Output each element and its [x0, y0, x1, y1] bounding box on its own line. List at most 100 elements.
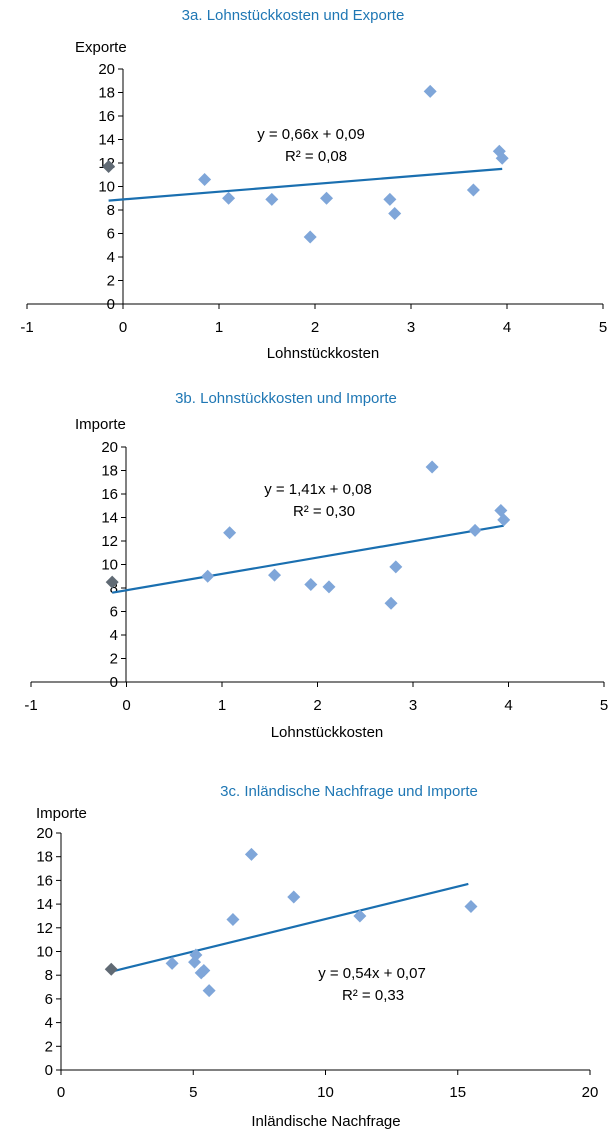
y-tick-label: 18 [101, 463, 118, 480]
trendline [108, 167, 503, 202]
y-tick-label: 2 [107, 273, 115, 290]
y-axis-label: Importe [36, 805, 87, 822]
data-point [353, 909, 367, 923]
data-point [244, 847, 258, 861]
x-axis-label: Lohnstückkosten [271, 724, 384, 741]
trend-equation: y = 0,66x + 0,09 [257, 126, 365, 143]
x-tick-label: 5 [599, 319, 607, 336]
y-tick-label: 6 [107, 226, 115, 243]
data-point [389, 560, 403, 574]
y-tick-label: 10 [101, 557, 118, 574]
data-point [464, 899, 478, 913]
x-tick-label: 1 [218, 697, 226, 714]
y-tick-label: 2 [45, 1038, 53, 1055]
y-tick-label: 6 [110, 604, 118, 621]
r-squared: R² = 0,30 [293, 503, 355, 520]
data-point [287, 890, 301, 904]
highlight-point [102, 160, 116, 174]
trend-equation: y = 0,54x + 0,07 [318, 965, 426, 982]
x-axis-label: Lohnstückkosten [267, 345, 380, 362]
data-point [423, 84, 437, 98]
y-tick-label: 18 [98, 85, 115, 102]
y-tick-label: 20 [36, 825, 53, 842]
data-point [495, 151, 509, 165]
r-squared: R² = 0,33 [342, 987, 404, 1004]
y-tick-label: 4 [110, 627, 118, 644]
data-point [466, 183, 480, 197]
x-axis-label: Inländische Nachfrage [251, 1113, 400, 1129]
chart-title: 3a. Lohnstückkosten und Exporte [182, 7, 405, 24]
data-point [388, 207, 402, 221]
data-point [384, 596, 398, 610]
y-tick-label: 8 [110, 580, 118, 597]
data-point [197, 963, 211, 977]
y-tick-label: 0 [110, 674, 118, 691]
x-tick-label: 1 [215, 319, 223, 336]
data-point [226, 913, 240, 927]
y-tick-label: 14 [101, 510, 118, 527]
data-point [303, 230, 317, 244]
chart-title: 3c. Inländische Nachfrage und Importe [220, 783, 478, 800]
data-point [304, 577, 318, 591]
chart-3: 3c. Inländische Nachfrage und Importe Imp… [36, 783, 598, 1129]
y-tick-label: 16 [101, 486, 118, 503]
y-tick-label: 20 [98, 61, 115, 78]
x-tick-label: -1 [24, 697, 37, 714]
y-tick-label: 16 [36, 872, 53, 889]
r-squared: R² = 0,08 [285, 148, 347, 165]
trendline [110, 882, 469, 973]
data-point [202, 984, 216, 998]
highlight-point [104, 962, 118, 976]
y-tick-label: 4 [107, 249, 115, 266]
y-tick-label: 4 [45, 1015, 53, 1032]
x-tick-label: 0 [57, 1084, 65, 1101]
x-tick-label: 4 [503, 319, 511, 336]
x-tick-label: -1 [20, 319, 33, 336]
x-tick-label: 10 [317, 1084, 334, 1101]
data-point [265, 192, 279, 206]
chart-1: 3a. Lohnstückkosten und Exporte Exporte 0 2… [20, 7, 607, 362]
y-tick-label: 0 [45, 1062, 53, 1079]
x-tick-label: 2 [313, 697, 321, 714]
y-tick-label: 8 [45, 967, 53, 984]
data-point [425, 460, 439, 474]
y-tick-label: 14 [98, 132, 115, 149]
y-tick-label: 10 [98, 179, 115, 196]
y-axis-label: Exporte [75, 39, 127, 56]
data-point [468, 523, 482, 537]
y-tick-label: 16 [98, 108, 115, 125]
x-tick-label: 2 [311, 319, 319, 336]
data-point [222, 191, 236, 205]
x-tick-label: 3 [407, 319, 415, 336]
y-tick-label: 20 [101, 439, 118, 456]
y-tick-label: 10 [36, 944, 53, 961]
chart-2: 3b. Lohnstückkosten und Importe Importe 0 2… [24, 390, 608, 741]
chart-title: 3b. Lohnstückkosten und Importe [175, 390, 397, 407]
data-point [201, 569, 215, 583]
y-tick-label: 6 [45, 991, 53, 1008]
data-point [497, 513, 511, 527]
data-point [383, 192, 397, 206]
data-point [165, 956, 179, 970]
trend-equation: y = 1,41x + 0,08 [264, 481, 372, 498]
trendline [111, 524, 504, 594]
x-tick-label: 5 [600, 697, 608, 714]
y-tick-label: 0 [107, 296, 115, 313]
x-tick-label: 0 [119, 319, 127, 336]
x-tick-label: 3 [409, 697, 417, 714]
x-tick-label: 4 [504, 697, 512, 714]
x-tick-label: 20 [582, 1084, 599, 1101]
y-tick-label: 2 [110, 651, 118, 668]
y-tick-label: 12 [101, 533, 118, 550]
data-point [320, 191, 334, 205]
highlight-point [105, 575, 119, 589]
y-tick-label: 8 [107, 202, 115, 219]
data-point [322, 580, 336, 594]
y-tick-label: 14 [36, 896, 53, 913]
data-point [268, 568, 282, 582]
x-tick-label: 5 [189, 1084, 197, 1101]
y-tick-label: 18 [36, 849, 53, 866]
y-tick-label: 12 [36, 920, 53, 937]
x-tick-label: 15 [449, 1084, 466, 1101]
